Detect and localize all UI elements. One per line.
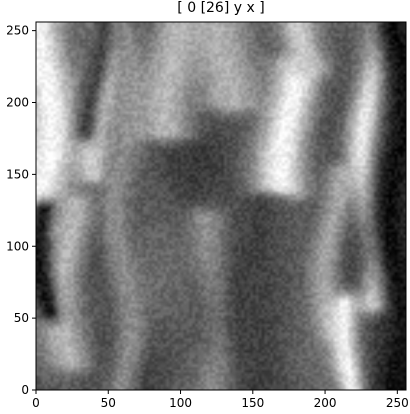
x-tick-label: 250 [386,396,409,410]
x-tick-label: 150 [241,396,264,410]
chart-title: [ 0 [26] y x ] [177,0,264,16]
y-tick-label: 250 [6,24,29,38]
x-tick-label: 200 [314,396,337,410]
x-tick-label: 100 [169,396,192,410]
plot-area [36,22,406,390]
ticks: 0 50 100 150 200 250 0 50 100 150 200 250 [6,24,409,410]
y-tick-label: 150 [6,167,29,181]
y-tick-label: 100 [6,239,29,253]
axes-frame [35,21,407,391]
x-tick-label: 0 [32,396,40,410]
y-tick-label: 200 [6,96,29,110]
heatmap-image [36,22,406,390]
x-tick-label: 50 [101,396,116,410]
y-tick-label: 0 [21,383,29,397]
y-tick-label: 50 [14,311,29,325]
